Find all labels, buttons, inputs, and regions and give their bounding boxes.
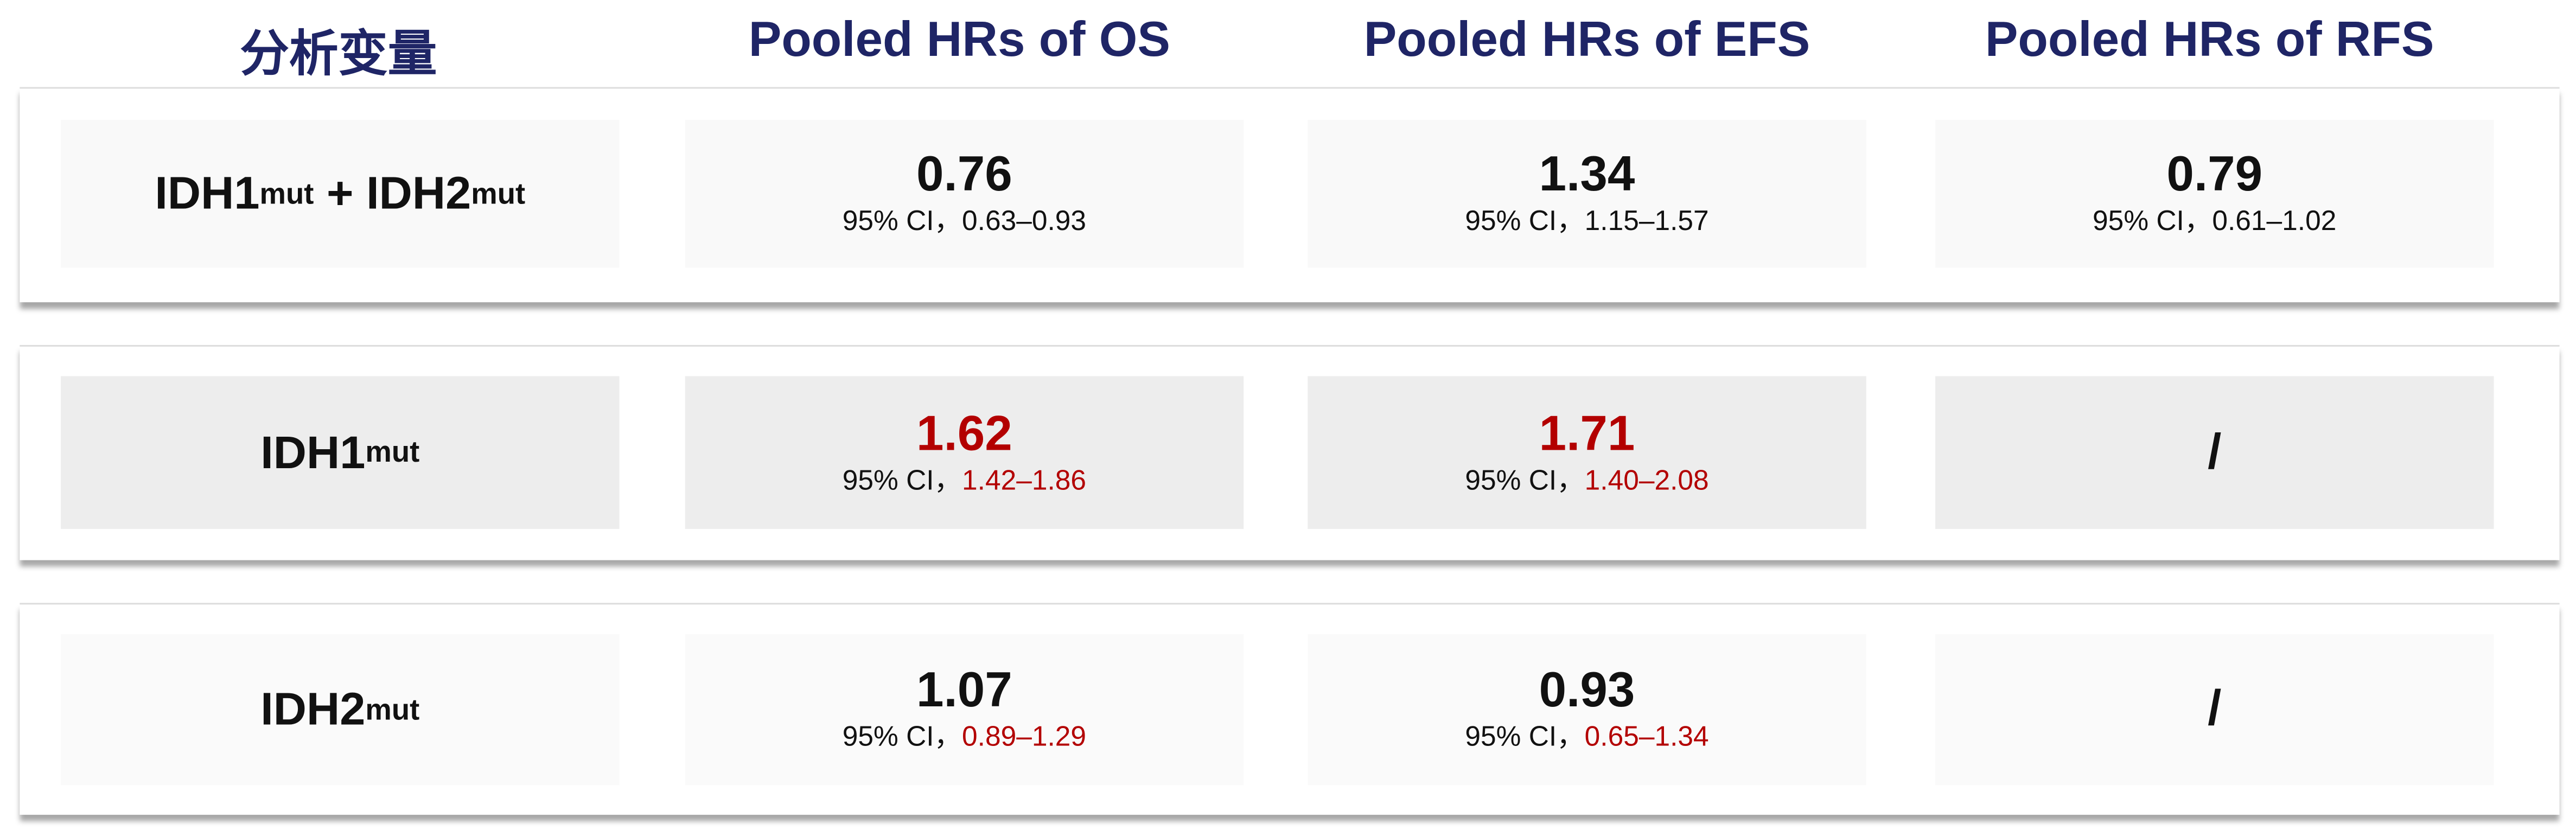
hr-value: 1.07 <box>916 663 1012 718</box>
ci-range: 0.89–1.29 <box>962 721 1087 752</box>
header-efs: Pooled HRs of EFS <box>1363 13 1810 68</box>
header-variable: 分析变量 <box>240 28 437 82</box>
cell-rfs: 0.79 95% CI，0.61–1.02 <box>1935 120 2494 268</box>
cell-rfs: / <box>1935 376 2494 529</box>
cell-os: 0.76 95% CI，0.63–0.93 <box>685 120 1244 268</box>
ci-text: 95% CI，0.65–1.34 <box>1465 719 1708 756</box>
ci-text: 95% CI，1.42–1.86 <box>843 462 1086 499</box>
hr-value: 0.79 <box>2166 148 2263 202</box>
ci-prefix: 95% CI， <box>2093 205 2212 237</box>
cell-efs: 1.34 95% CI，1.15–1.57 <box>1308 120 1866 268</box>
hr-value: 1.71 <box>1539 406 1635 461</box>
cell-rfs: / <box>1935 634 2494 786</box>
ci-prefix: 95% CI， <box>842 464 962 495</box>
header-rfs: Pooled HRs of RFS <box>1985 13 2434 68</box>
cell-efs: 0.93 95% CI，0.65–1.34 <box>1308 634 1866 786</box>
label-base: IDH2 <box>366 167 471 219</box>
not-available: / <box>2208 424 2222 479</box>
label-sup: mut <box>259 176 314 210</box>
label-base: IDH2 <box>260 683 366 735</box>
ci-prefix: 95% CI， <box>842 205 962 237</box>
ci-prefix: 95% CI， <box>1465 464 1585 495</box>
row-label-idh1: IDH1 mut <box>61 376 620 529</box>
ci-text: 95% CI，0.89–1.29 <box>843 719 1086 756</box>
ci-range: 1.42–1.86 <box>962 464 1087 495</box>
row-label-idh2: IDH2 mut <box>61 634 620 786</box>
row-label-idh1-idh2: IDH1 mut + IDH2 mut <box>61 120 620 268</box>
hr-value: 0.76 <box>916 148 1012 202</box>
ci-text: 95% CI，0.63–0.93 <box>843 203 1086 240</box>
ci-range: 1.40–2.08 <box>1584 464 1709 495</box>
hr-value: 1.34 <box>1539 148 1635 202</box>
ci-prefix: 95% CI， <box>842 721 962 752</box>
cell-efs: 1.71 95% CI，1.40–2.08 <box>1308 376 1866 529</box>
ci-text: 95% CI，0.61–1.02 <box>2093 203 2336 240</box>
cell-os: 1.07 95% CI，0.89–1.29 <box>685 634 1244 786</box>
label-base: IDH1 <box>155 167 260 219</box>
hr-value: 0.93 <box>1539 663 1635 718</box>
label-sup: mut <box>365 435 420 468</box>
not-available: / <box>2208 681 2222 736</box>
cell-os: 1.62 95% CI，1.42–1.86 <box>685 376 1244 529</box>
label-sup: mut <box>365 692 420 725</box>
ci-prefix: 95% CI， <box>1465 721 1585 752</box>
ci-range: 0.65–1.34 <box>1584 721 1709 752</box>
label-base: IDH1 <box>260 426 366 477</box>
ci-prefix: 95% CI， <box>1465 205 1585 237</box>
ci-text: 95% CI，1.15–1.57 <box>1465 203 1708 240</box>
ci-text: 95% CI，1.40–2.08 <box>1465 462 1708 499</box>
header-os: Pooled HRs of OS <box>748 13 1170 68</box>
ci-range: 0.63–0.93 <box>962 205 1087 237</box>
label-sup: mut <box>471 176 526 210</box>
ci-range: 0.61–1.02 <box>2212 205 2337 237</box>
ci-range: 1.15–1.57 <box>1584 205 1709 237</box>
hr-value: 1.62 <box>916 406 1012 461</box>
label-sep: + <box>314 167 367 219</box>
